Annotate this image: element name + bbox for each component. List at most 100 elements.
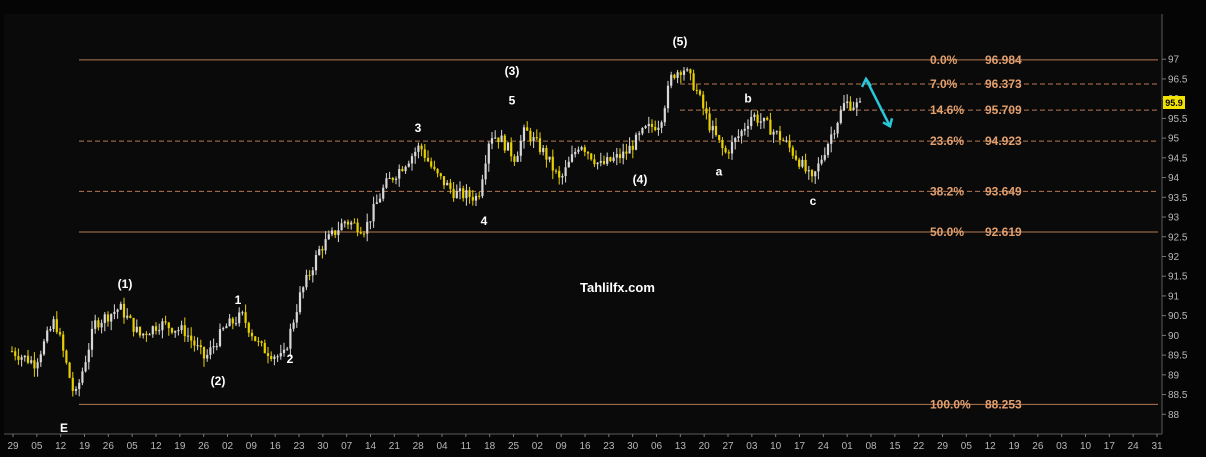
candle-body bbox=[500, 135, 503, 143]
candle-body bbox=[478, 195, 481, 197]
candle-body bbox=[74, 389, 78, 391]
candle-body bbox=[119, 303, 122, 310]
candle-body bbox=[705, 108, 708, 114]
candle-body bbox=[634, 134, 638, 150]
candle-body bbox=[314, 254, 318, 271]
candle-body bbox=[826, 143, 830, 155]
candle-body bbox=[836, 122, 839, 134]
candle-body bbox=[113, 311, 116, 315]
candle-body bbox=[84, 362, 87, 372]
candle-body bbox=[218, 329, 222, 347]
x-tick-label: 24 bbox=[818, 441, 830, 452]
candle-body bbox=[721, 140, 724, 149]
candle-body bbox=[580, 147, 583, 150]
x-tick-label: 09 bbox=[246, 441, 258, 452]
candle-body bbox=[650, 123, 654, 127]
candle-body bbox=[590, 153, 593, 160]
candle-body bbox=[308, 274, 311, 276]
candle-body bbox=[126, 315, 129, 318]
candle-body bbox=[30, 360, 33, 363]
candle-body bbox=[801, 159, 804, 167]
candle-body bbox=[762, 117, 766, 122]
wave-labels: (1) 1 (2) 2 3 4 5 (3) (4) (5) a b c E bbox=[60, 34, 817, 435]
candle-body bbox=[36, 362, 39, 369]
wave-label: c bbox=[810, 194, 817, 208]
candle-body bbox=[58, 332, 62, 335]
candle-body bbox=[209, 347, 212, 355]
fib-level-price: 96.373 bbox=[985, 77, 1022, 91]
candle-body bbox=[609, 157, 612, 162]
candle-body bbox=[839, 110, 842, 123]
candle-body bbox=[414, 151, 417, 157]
candle-body bbox=[714, 125, 718, 136]
candle-body bbox=[10, 351, 14, 353]
x-tick-label: 27 bbox=[722, 441, 734, 452]
candle-body bbox=[750, 116, 753, 127]
candle-body bbox=[398, 169, 401, 179]
candle-body bbox=[343, 221, 346, 224]
candle-body bbox=[686, 69, 689, 71]
candle-body bbox=[234, 323, 238, 325]
candle-body bbox=[366, 221, 369, 234]
candle-body bbox=[324, 239, 327, 251]
candle-body bbox=[788, 140, 791, 148]
candle-body bbox=[458, 188, 462, 192]
y-tick-label: 90.5 bbox=[1168, 311, 1188, 322]
x-tick-label: 03 bbox=[746, 441, 758, 452]
fib-level-pct: 100.0% bbox=[930, 397, 971, 411]
candle-body bbox=[145, 333, 148, 336]
candle-body bbox=[356, 222, 359, 233]
candle-body bbox=[350, 222, 353, 225]
fib-level-pct: 0.0% bbox=[930, 53, 958, 67]
wave-label: (1) bbox=[118, 277, 133, 291]
candle-body bbox=[596, 162, 599, 165]
candle-body bbox=[305, 274, 308, 288]
x-tick-label: 19 bbox=[1008, 441, 1020, 452]
wave-label: a bbox=[716, 165, 723, 179]
candle-body bbox=[372, 203, 375, 222]
x-tick-label: 05 bbox=[31, 441, 43, 452]
candle-body bbox=[382, 187, 385, 199]
x-tick-label: 05 bbox=[961, 441, 973, 452]
candle-body bbox=[167, 322, 170, 329]
candle-body bbox=[161, 321, 164, 331]
candle-body bbox=[692, 73, 695, 90]
candle-body bbox=[734, 138, 737, 143]
x-tick-label: 05 bbox=[127, 441, 139, 452]
candle-body bbox=[529, 130, 532, 142]
candle-body bbox=[564, 167, 567, 177]
candle-body bbox=[97, 320, 100, 328]
candle-body bbox=[535, 137, 538, 139]
candle-body bbox=[337, 230, 340, 236]
candle-body bbox=[276, 356, 279, 358]
forecast-arrow[interactable] bbox=[860, 76, 894, 129]
candle-body bbox=[254, 336, 257, 341]
candle-body bbox=[154, 326, 158, 331]
x-tick-label: 01 bbox=[842, 441, 854, 452]
candle-body bbox=[846, 101, 849, 104]
candle-body bbox=[666, 85, 670, 109]
candle-body bbox=[420, 145, 423, 150]
y-tick-label: 88 bbox=[1168, 410, 1180, 421]
candle-body bbox=[180, 325, 183, 331]
candle-body bbox=[334, 230, 337, 236]
candle-body bbox=[510, 142, 513, 157]
candle-body bbox=[817, 163, 820, 172]
candle-body bbox=[484, 163, 487, 180]
candle-body bbox=[740, 130, 743, 137]
candle-body bbox=[321, 249, 324, 251]
x-tick-label: 18 bbox=[484, 441, 496, 452]
candle-body bbox=[42, 341, 46, 355]
candle-body bbox=[193, 340, 196, 346]
candle-body bbox=[292, 322, 295, 329]
candle-body bbox=[196, 345, 199, 347]
candle-body bbox=[33, 360, 36, 369]
current-price-badge: 95.9 bbox=[1163, 96, 1185, 109]
candle-body bbox=[823, 154, 826, 160]
candle-body bbox=[766, 117, 769, 120]
fib-level-price: 94.923 bbox=[985, 134, 1022, 148]
wave-label: 4 bbox=[481, 214, 488, 228]
x-axis-ticks: 29 05 12 19 26 05 12 19 26 02 09 16 23 30 07 14 21 28 04 11… bbox=[7, 434, 1163, 452]
fibonacci-levels: 0.0% 96.984 7.0% 96.373 14.6% 95.709 23.6% 94.9… bbox=[79, 53, 1158, 411]
